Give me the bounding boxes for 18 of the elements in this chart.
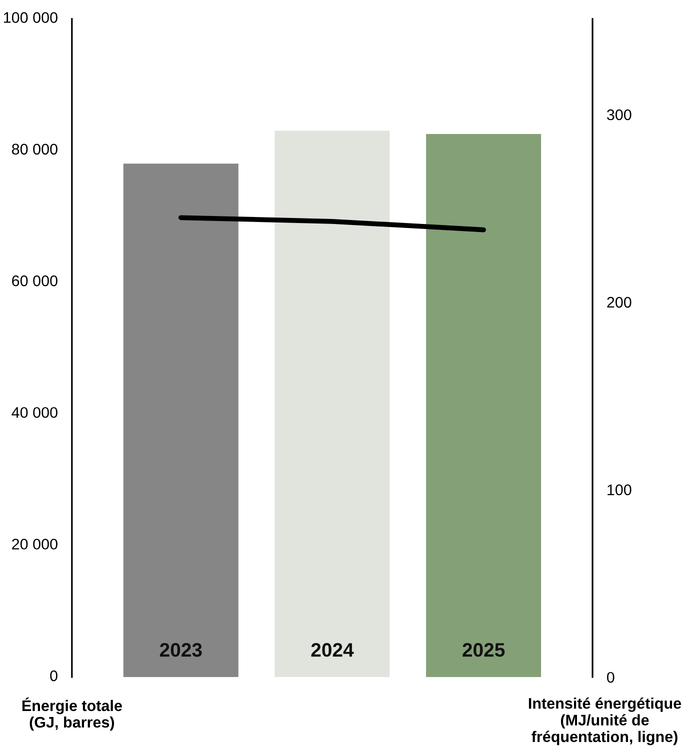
y2-tick-label: 0 xyxy=(607,672,614,683)
bar xyxy=(274,130,390,678)
y-tick-label: 80 000 xyxy=(12,144,58,155)
y2-tick-label: 100 xyxy=(608,484,632,496)
y2-tick-label: 200 xyxy=(607,296,632,308)
x-tick-label: 2025 xyxy=(462,643,505,657)
y-axis-title: Énergie totale (GJ, barres) xyxy=(22,697,122,731)
y-tick-label: 100 000 xyxy=(4,12,58,23)
y-tick-label: 40 000 xyxy=(12,407,58,418)
y-tick-label: 60 000 xyxy=(12,275,58,286)
x-tick-label: 2023 xyxy=(160,643,202,657)
bar xyxy=(123,164,238,678)
y-tick-label: 0 xyxy=(50,670,58,682)
y2-tick-label: 300 xyxy=(606,109,632,120)
y-tick-label: 20 000 xyxy=(12,538,58,550)
y2-axis-title: Intensité énergétique (MJ/unité de fréquentation, ligne) xyxy=(528,697,682,746)
x-tick-label: 2024 xyxy=(311,643,354,657)
bar xyxy=(426,134,542,678)
